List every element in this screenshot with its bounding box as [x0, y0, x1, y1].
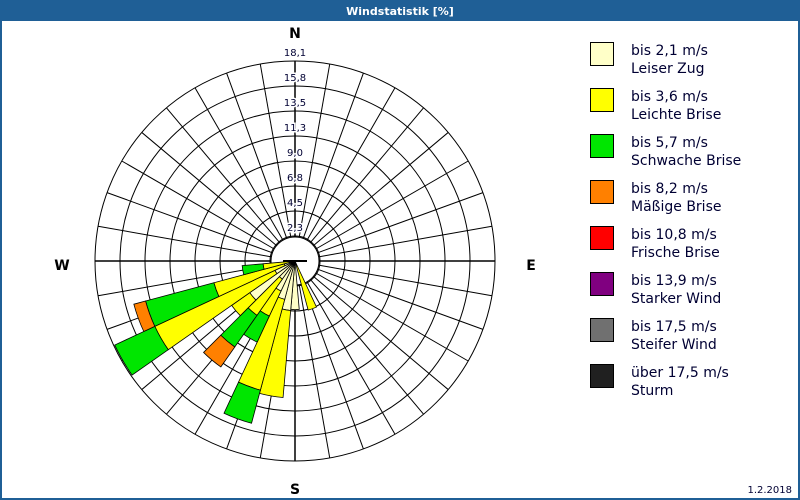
compass-W: W [54, 258, 69, 274]
bar-segment-250-3 [133, 300, 156, 333]
grid-spoke [306, 87, 396, 241]
grid-spoke [306, 281, 396, 435]
ring-label: 2,3 [287, 223, 303, 234]
grid-spoke [166, 107, 280, 243]
ring-label: 4,5 [287, 198, 303, 209]
legend-swatch [590, 88, 614, 112]
legend-label: bis 5,7 m/s Schwache Brise [631, 135, 742, 169]
ring-label: 11,3 [284, 123, 306, 134]
ring-label: 18,1 [284, 48, 306, 59]
bar-segment-260-2 [241, 263, 265, 276]
grid-spoke [194, 87, 284, 241]
ring-label: 15,8 [284, 73, 306, 84]
grid-spoke [315, 160, 469, 250]
legend-swatch [590, 272, 614, 296]
bar-segment-240-2 [114, 325, 169, 376]
legend-label: über 17,5 m/s Sturm [631, 365, 729, 399]
grid-spoke [106, 192, 273, 254]
grid-spoke [121, 160, 275, 250]
grid-spoke [310, 279, 424, 415]
legend-label: bis 3,6 m/s Leichte Brise [631, 89, 722, 123]
grid-spoke [302, 283, 364, 450]
grid-spoke [97, 225, 272, 258]
legend-swatch [590, 226, 614, 250]
legend-label: bis 2,1 m/s Leiser Zug [631, 43, 708, 77]
ring-label: 13,5 [284, 98, 306, 109]
bar-segment-200-2 [223, 381, 261, 424]
ring-label: 6,8 [287, 173, 303, 184]
compass-S: S [290, 482, 300, 498]
date-label: 1.2.2018 [747, 485, 792, 496]
grid-spoke [298, 284, 331, 459]
legend-swatch [590, 180, 614, 204]
legend-swatch [590, 318, 614, 342]
bar-segment-160-1 [294, 260, 318, 311]
legend-swatch [590, 134, 614, 158]
legend-label: bis 10,8 m/s Frische Brise [631, 227, 720, 261]
legend-label: bis 17,5 m/s Steifer Wind [631, 319, 717, 353]
legend-label: bis 13,9 m/s Starker Wind [631, 273, 722, 307]
grid-spoke [259, 63, 292, 238]
compass-E: E [526, 258, 536, 274]
grid-spoke [318, 225, 493, 258]
bar-segment-220-3 [203, 334, 236, 368]
title-bar: Windstatistik [%] [2, 2, 798, 21]
grid-spoke [302, 72, 364, 239]
grid-spoke [313, 276, 449, 390]
grid-spoke [141, 132, 277, 246]
grid-spoke [298, 63, 331, 238]
grid-spoke [310, 107, 424, 243]
ring-label: 9,0 [287, 148, 303, 159]
legend-label: bis 8,2 m/s Mäßige Brise [631, 181, 722, 215]
grid-spoke [317, 268, 484, 330]
compass-N: N [289, 26, 301, 42]
legend-swatch [590, 42, 614, 66]
grid-spoke [226, 72, 288, 239]
grid-spoke [317, 192, 484, 254]
grid-spoke [315, 272, 469, 362]
grid-spoke [313, 132, 449, 246]
legend-swatch [590, 364, 614, 388]
grid-spoke [318, 264, 493, 297]
